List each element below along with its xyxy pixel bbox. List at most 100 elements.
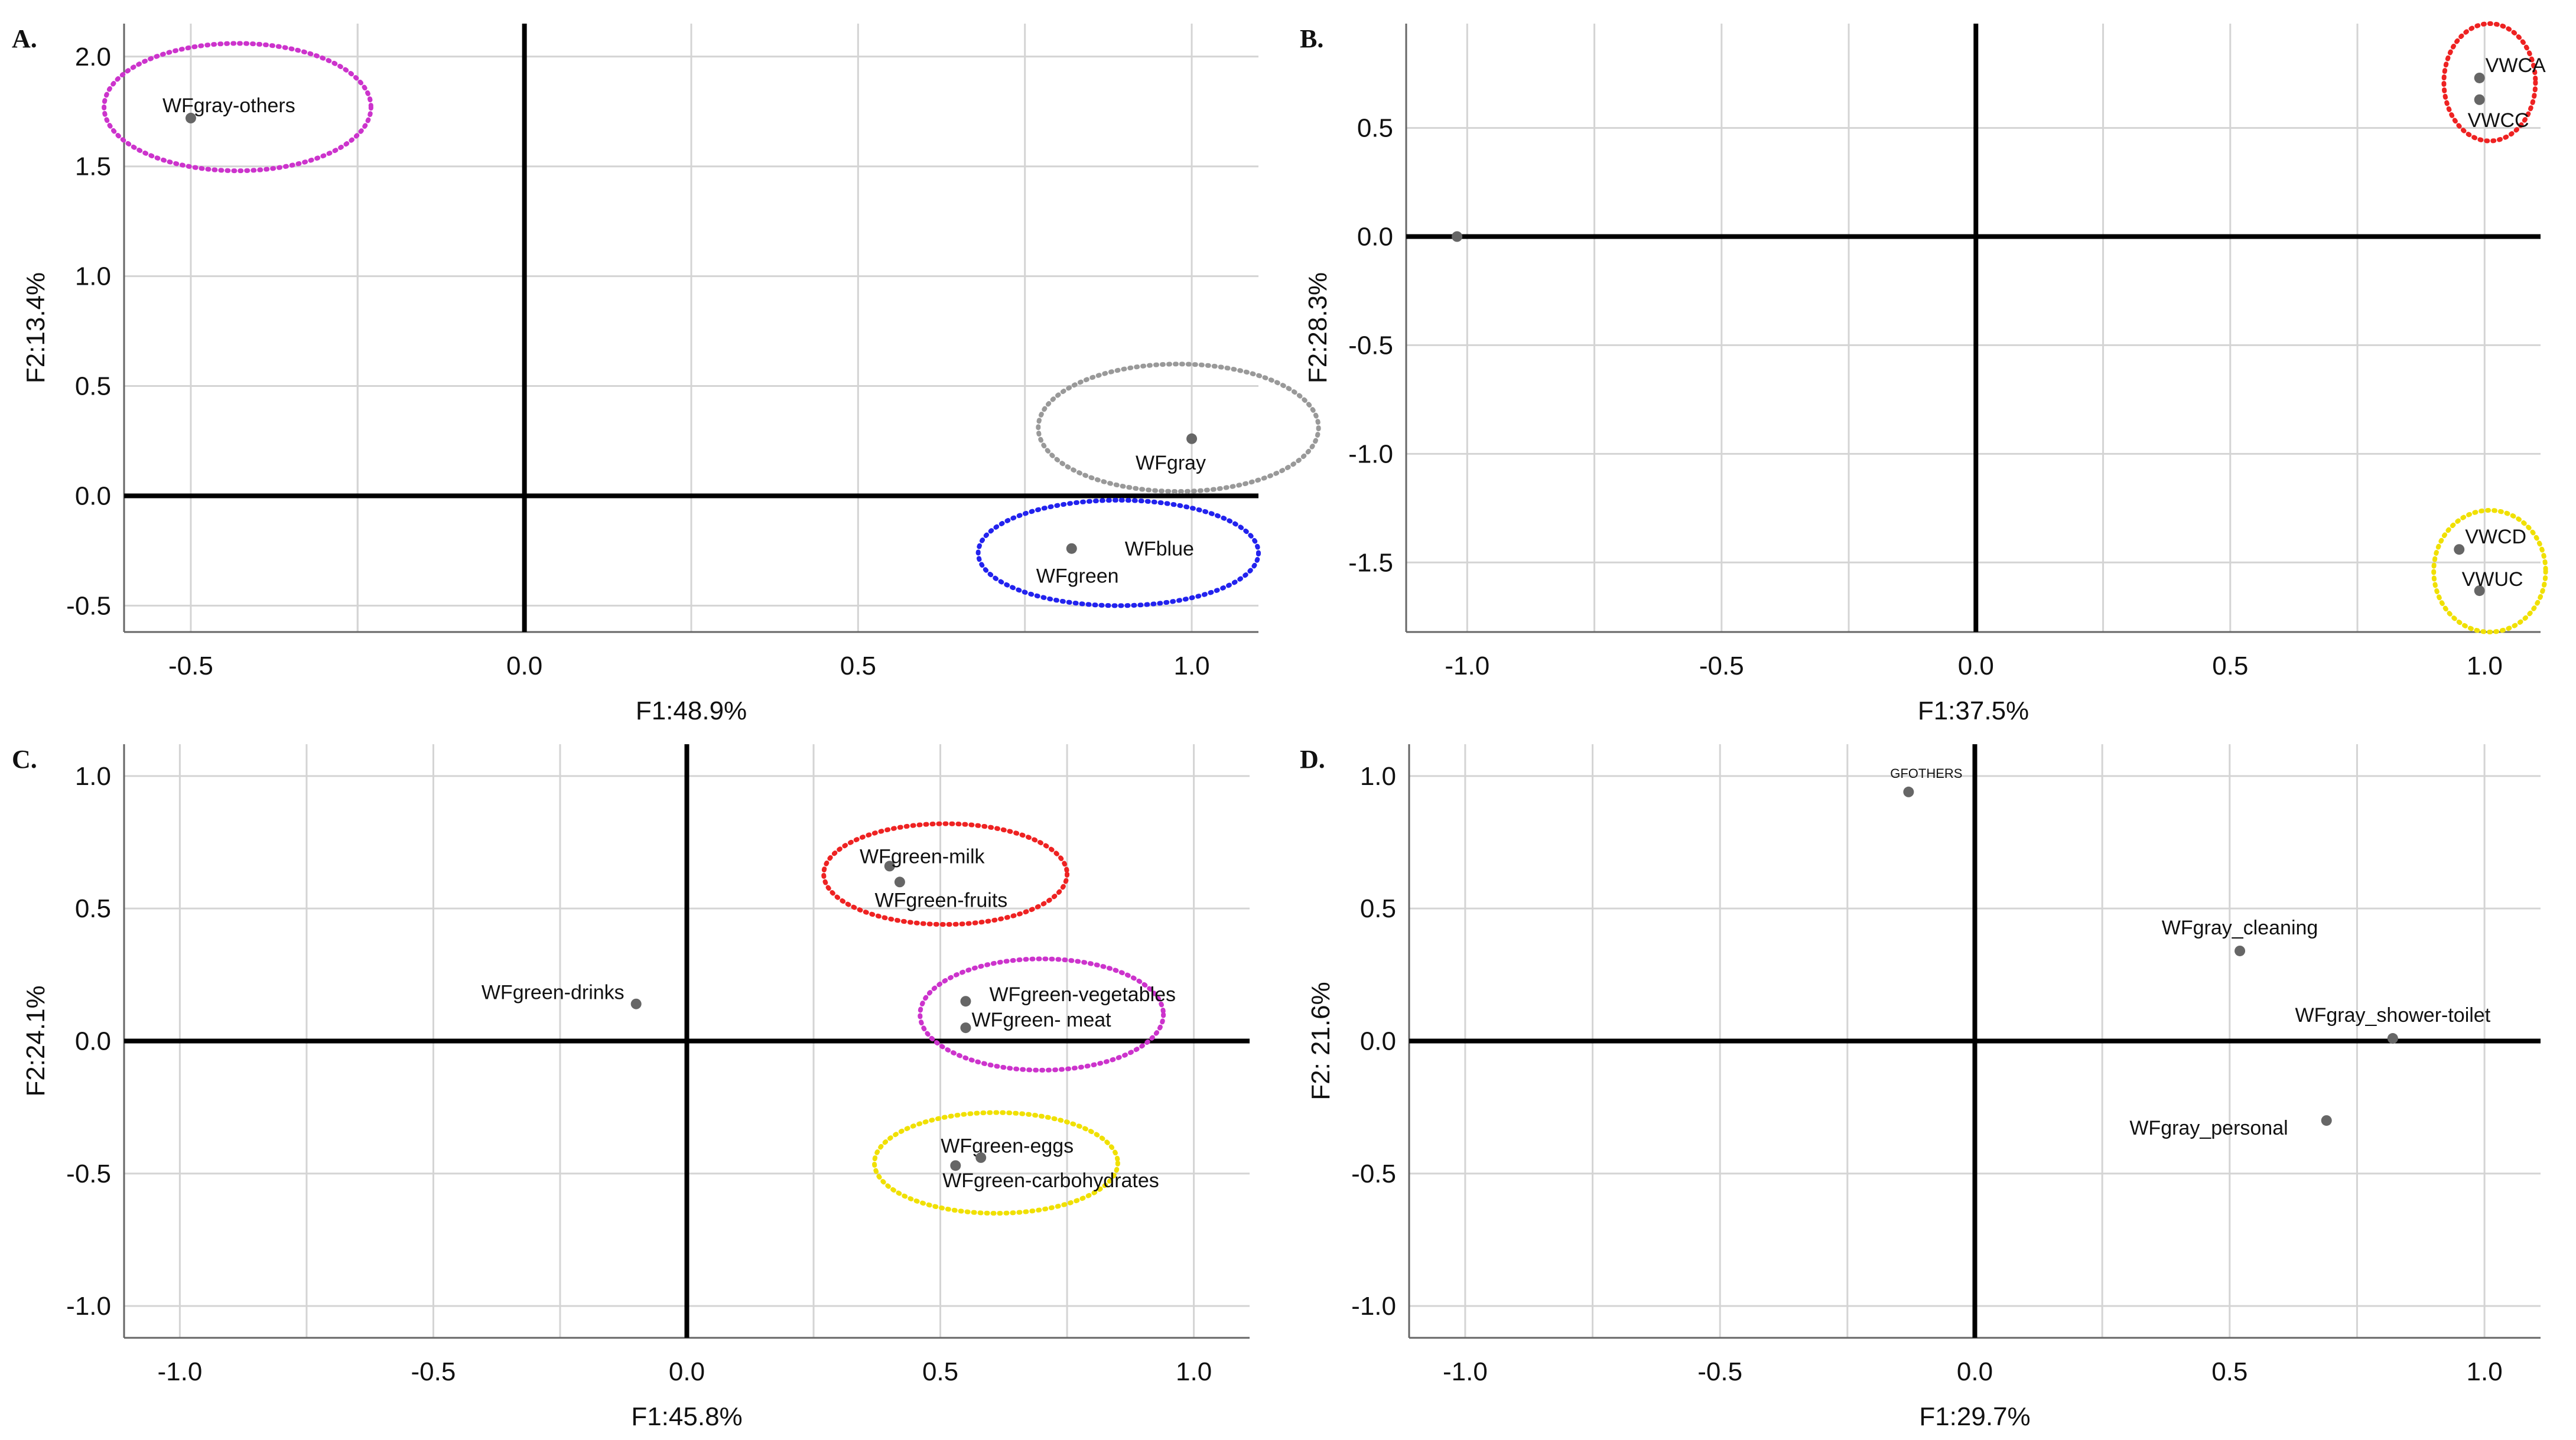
y-tick-label: -1.0	[1348, 439, 1393, 468]
y-tick-label: -0.5	[1348, 331, 1393, 360]
x-tick-label: -0.5	[1697, 1357, 1742, 1386]
point-label: WFblue	[1125, 538, 1194, 561]
panel-letter: B.	[1300, 24, 1323, 53]
y-tick-label: 0.5	[1357, 114, 1393, 143]
y-tick-label: 0.5	[75, 372, 111, 401]
group-ellipse	[102, 41, 373, 174]
point-label: WFgreen- meat	[971, 1009, 1111, 1031]
data-point[interactable]	[950, 1160, 961, 1171]
data-point[interactable]	[2321, 1115, 2332, 1126]
x-tick-label: 1.0	[1173, 651, 1209, 680]
point-label: WFgray-others	[162, 95, 295, 117]
group-ellipse	[1036, 361, 1321, 494]
point-label: WFgreen-eggs	[941, 1135, 1074, 1157]
data-point[interactable]	[185, 112, 196, 123]
group-ellipse	[918, 956, 1166, 1073]
y-tick-label: 1.0	[75, 762, 111, 791]
data-point[interactable]	[884, 861, 895, 872]
x-tick-label: 1.0	[1176, 1357, 1212, 1386]
x-tick-label: 0.0	[506, 651, 542, 680]
point-label: VWCD	[2465, 526, 2526, 548]
data-point[interactable]	[975, 1152, 987, 1163]
data-point[interactable]	[2474, 72, 2485, 83]
y-tick-label: -0.5	[66, 591, 111, 620]
y-tick-label: 0.5	[1360, 894, 1396, 923]
x-axis-title: F1:48.9%	[636, 696, 747, 725]
point-label: WFgreen	[1036, 565, 1119, 588]
x-tick-label: 0.5	[840, 651, 876, 680]
y-axis-title: F2: 21.6%	[1306, 982, 1335, 1100]
point-label: GFOTHERS	[1890, 766, 1962, 781]
x-tick-label: -0.5	[168, 651, 213, 680]
panel-letter: A.	[12, 24, 37, 53]
panel-a: -0.5 0.0 0.5 1.0 -0.5 0.0 0.5 1.0 1.5 2.0 F1:48.9%…	[12, 24, 1321, 725]
panel-letter: D.	[1300, 745, 1325, 774]
point-label: VWUC	[2462, 568, 2523, 591]
group-ellipse	[872, 1110, 1120, 1216]
data-point[interactable]	[1452, 231, 1463, 242]
x-tick-label: 0.0	[1957, 1357, 1993, 1386]
y-tick-label: 0.0	[75, 481, 111, 510]
y-tick-label: 0.0	[1360, 1027, 1396, 1056]
x-axis-title: F1:29.7%	[1919, 1402, 2030, 1431]
y-tick-label: 1.5	[75, 152, 111, 181]
point-label: WFgreen-carbohydrates	[942, 1169, 1159, 1192]
y-tick-label: 2.0	[75, 43, 111, 71]
data-point[interactable]	[1903, 786, 1914, 797]
x-tick-label: -1.0	[1443, 1357, 1488, 1386]
panel-b: -1.0 -0.5 0.0 0.5 1.0 -1.5 -1.0 -0.5 0.0 0.5 F1:37…	[1300, 21, 2548, 725]
point-label: VWCA	[2486, 54, 2546, 77]
y-tick-label: 0.0	[1357, 223, 1393, 252]
data-point[interactable]	[894, 877, 905, 888]
y-axis-title: F2:28.3%	[1303, 272, 1332, 383]
x-tick-label: -1.0	[1445, 651, 1489, 680]
y-tick-label: 0.5	[75, 894, 111, 923]
y-axis-title: F2:13.4%	[21, 272, 50, 383]
point-label: WFgray_shower-toilet	[2295, 1004, 2491, 1027]
data-point[interactable]	[2235, 945, 2246, 956]
group-ellipse	[2441, 21, 2538, 144]
group-ellipse	[2431, 508, 2548, 634]
point-label: VWCC	[2468, 109, 2529, 132]
data-point[interactable]	[2454, 544, 2465, 555]
y-tick-label: -1.0	[1351, 1292, 1396, 1321]
x-tick-label: 0.5	[2212, 651, 2248, 680]
panel-c: -1.0 -0.5 0.0 0.5 1.0 -1.0 -0.5 0.0 0.5 1.0 F1:45.…	[12, 744, 1250, 1431]
point-label: WFgreen-vegetables	[989, 983, 1176, 1006]
data-point[interactable]	[2387, 1033, 2398, 1044]
group-ellipse	[975, 497, 1261, 608]
x-tick-label: 0.0	[669, 1357, 705, 1386]
x-axis-title: F1:37.5%	[1918, 696, 2029, 725]
x-tick-label: -0.5	[1699, 651, 1744, 680]
y-tick-label: -0.5	[66, 1159, 111, 1188]
y-tick-label: 1.0	[1360, 762, 1396, 791]
point-label: WFgray_personal	[2129, 1117, 2288, 1139]
x-tick-label: 0.5	[2211, 1357, 2248, 1386]
x-tick-label: 1.0	[2467, 651, 2503, 680]
panel-d: -1.0 -0.5 0.0 0.5 1.0 -1.0 -0.5 0.0 0.5 1.0 F1:29.…	[1300, 744, 2541, 1431]
point-label: WFgreen-drinks	[482, 982, 625, 1004]
data-point[interactable]	[2474, 94, 2485, 105]
point-label: WFgray_cleaning	[2162, 917, 2318, 939]
point-label: WFgray	[1136, 452, 1206, 474]
data-point[interactable]	[630, 998, 642, 1009]
y-tick-label: 0.0	[75, 1027, 111, 1056]
x-tick-label: -1.0	[157, 1357, 202, 1386]
data-point[interactable]	[960, 996, 971, 1007]
x-tick-label: 1.0	[2467, 1357, 2503, 1386]
point-label: WFgreen-milk	[860, 845, 985, 868]
group-ellipse	[821, 821, 1070, 927]
data-point[interactable]	[1186, 433, 1198, 444]
x-tick-label: 0.5	[922, 1357, 958, 1386]
x-tick-label: -0.5	[411, 1357, 456, 1386]
point-label: WFgreen-fruits	[874, 889, 1007, 911]
data-point[interactable]	[1066, 543, 1077, 554]
data-point[interactable]	[2474, 585, 2485, 597]
data-point[interactable]	[960, 1022, 971, 1034]
y-tick-label: -0.5	[1351, 1159, 1396, 1188]
panel-letter: C.	[12, 745, 37, 774]
y-axis-title: F2:24.1%	[21, 985, 50, 1096]
x-axis-title: F1:45.8%	[631, 1402, 742, 1431]
x-tick-label: 0.0	[1958, 651, 1994, 680]
